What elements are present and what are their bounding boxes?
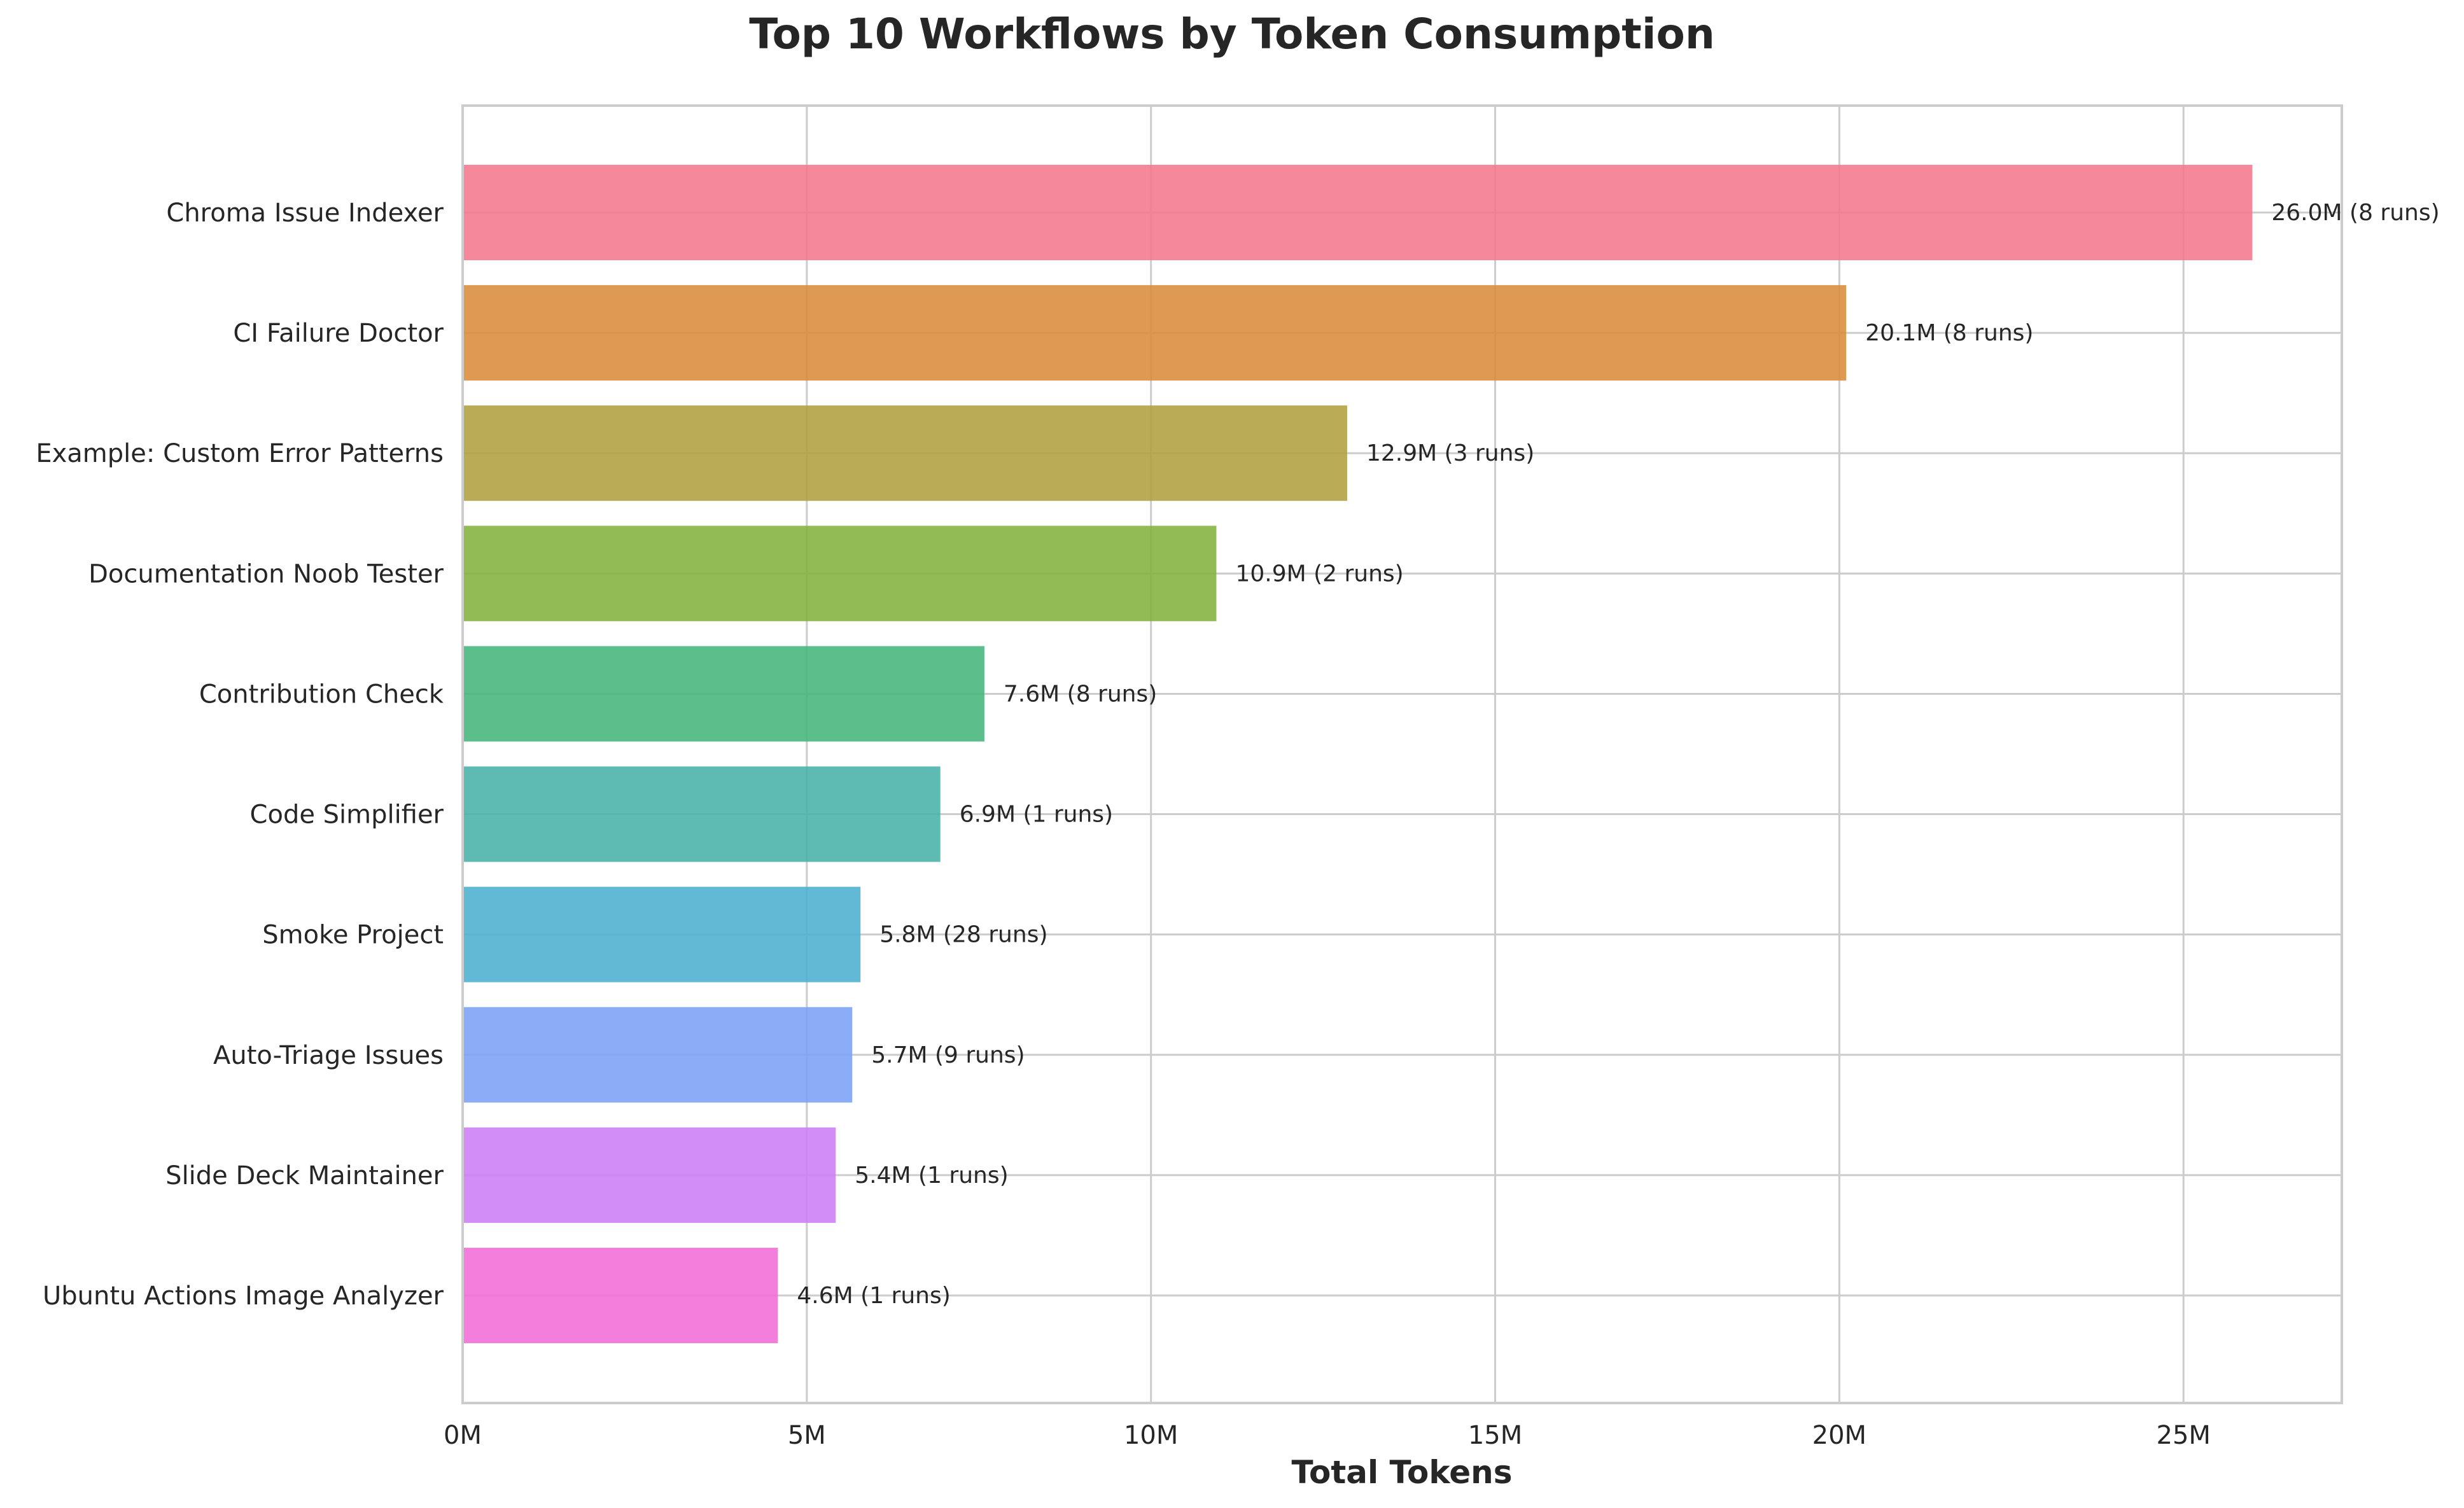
data-labels: 26.0M (8 runs) 20.1M (8 runs) 12.9M (3 run… <box>797 200 2439 1309</box>
bar-data-label: 12.9M (3 runs) <box>1366 440 1534 466</box>
bar-data-label: 26.0M (8 runs) <box>2271 200 2439 226</box>
bar-data-label: 5.7M (9 runs) <box>871 1042 1025 1068</box>
chart-title: Top 10 Workflows by Token Consumption <box>749 10 1715 59</box>
x-tick-label: 0M <box>444 1421 482 1450</box>
x-tick-label: 25M <box>2157 1421 2211 1450</box>
bars <box>463 165 2253 1343</box>
category-label: Slide Deck Maintainer <box>165 1161 444 1190</box>
category-label: Documentation Noob Tester <box>88 559 444 589</box>
bar <box>463 1248 778 1343</box>
bar <box>463 165 2253 260</box>
bar-data-label: 5.8M (28 runs) <box>879 922 1047 948</box>
category-label: CI Failure Doctor <box>233 319 444 348</box>
x-tick-label: 15M <box>1468 1421 1522 1450</box>
bar-data-label: 10.9M (2 runs) <box>1235 561 1403 587</box>
x-tick-label: 10M <box>1124 1421 1178 1450</box>
bar <box>463 1007 853 1103</box>
category-label: Smoke Project <box>262 921 444 950</box>
bar <box>463 766 941 862</box>
bar <box>463 405 1347 501</box>
category-label: Auto-Triage Issues <box>213 1041 444 1070</box>
category-label: Code Simplifier <box>250 800 444 830</box>
bar-data-label: 6.9M (1 runs) <box>960 802 1113 828</box>
category-label: Example: Custom Error Patterns <box>36 439 444 468</box>
bar-data-label: 20.1M (8 runs) <box>1865 320 2033 346</box>
bar-data-label: 4.6M (1 runs) <box>797 1283 950 1309</box>
x-axis-label: Total Tokens <box>1292 1454 1513 1491</box>
x-tick-label: 20M <box>1812 1421 1866 1450</box>
value-axis: 0M 5M 10M 15M 20M 25M <box>444 1421 2211 1450</box>
bar <box>463 285 1847 381</box>
bar <box>463 1127 836 1223</box>
category-label: Chroma Issue Indexer <box>166 199 444 228</box>
bar <box>463 526 1217 622</box>
bar <box>463 886 861 982</box>
bar <box>463 646 984 742</box>
bar-data-label: 5.4M (1 runs) <box>855 1162 1008 1189</box>
x-tick-label: 5M <box>788 1421 826 1450</box>
bar-data-label: 7.6M (8 runs) <box>1004 681 1157 707</box>
plot-frame <box>461 104 2343 1404</box>
category-axis: Chroma Issue Indexer CI Failure Doctor Exa… <box>36 199 444 1311</box>
category-label: Contribution Check <box>199 680 444 709</box>
category-label: Ubuntu Actions Image Analyzer <box>43 1281 444 1311</box>
